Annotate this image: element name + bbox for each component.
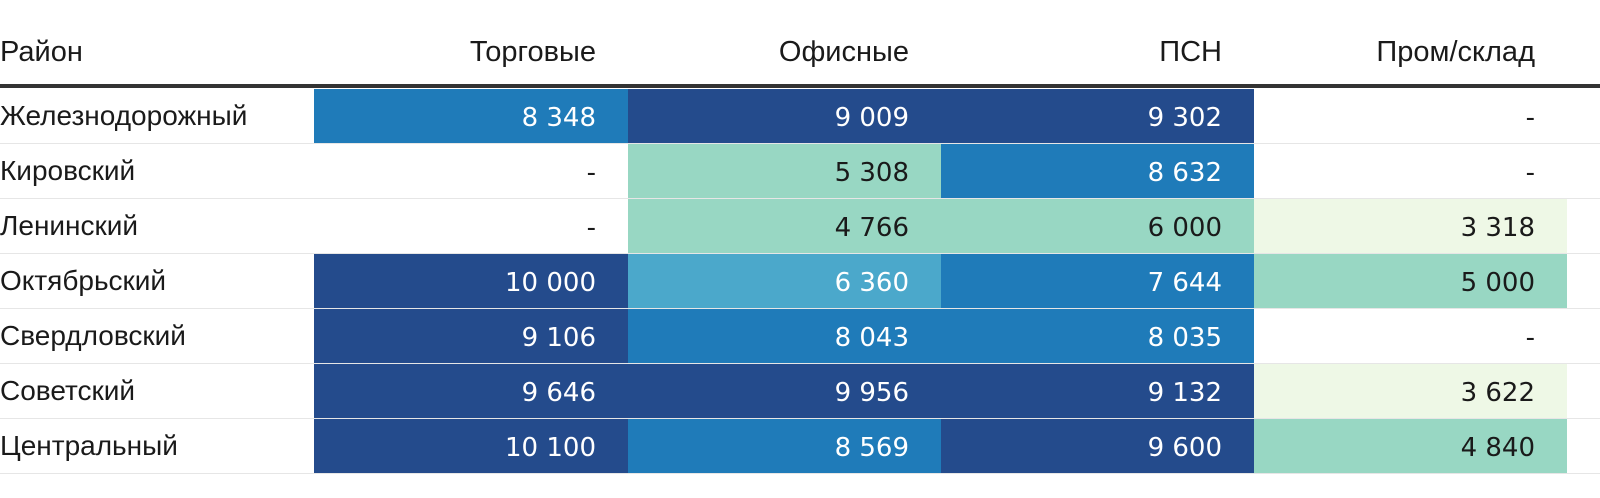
table-cell: 9 106 (314, 309, 628, 363)
table-cell: - (1254, 309, 1567, 363)
table-cell: - (1254, 144, 1567, 198)
table-cell: 8 632 (941, 144, 1254, 198)
column-header-district: Район (0, 36, 83, 68)
row-district-name: Октябрьский (0, 265, 167, 296)
table-cell: 5 308 (628, 144, 941, 198)
table-cell: 7 644 (941, 254, 1254, 308)
table-cell: 8 569 (628, 419, 941, 473)
table-cell: 9 646 (314, 364, 628, 418)
column-header-psn: ПСН (1159, 36, 1222, 68)
table-cell: 8 035 (941, 309, 1254, 363)
table-cell: 9 132 (941, 364, 1254, 418)
table-cell: 5 000 (1254, 254, 1567, 308)
table-cell: 3 318 (1254, 199, 1567, 253)
column-header-office: Офисные (778, 36, 909, 68)
table-cell: 10 100 (314, 419, 628, 473)
table-cell: 9 302 (941, 89, 1254, 143)
table-cell: 4 766 (628, 199, 941, 253)
column-header-retail: Торговые (469, 36, 596, 68)
table-cell: 3 622 (1254, 364, 1567, 418)
table-cell: 9 600 (941, 419, 1254, 473)
table-cell: 6 000 (941, 199, 1254, 253)
row-district-name: Кировский (0, 155, 136, 186)
table-cell: - (314, 144, 628, 198)
table-row: Центральный 10 100 8 569 9 600 4 840 (0, 419, 1600, 474)
table-cell: 8 043 (628, 309, 941, 363)
table-row: Ленинский -4 766 6 000 3 318 (0, 199, 1600, 254)
table-row: Советский 9 646 9 956 9 132 3 622 (0, 364, 1600, 419)
table-cell: - (1254, 89, 1567, 143)
table-row: Свердловский 9 106 8 043 8 035- (0, 309, 1600, 364)
row-district-name: Ленинский (0, 210, 139, 241)
table-cell: 6 360 (628, 254, 941, 308)
table-header: Район Торговые Офисные ПСН Пром/склад (0, 28, 1600, 88)
table-row: Октябрьский 10 000 6 360 7 644 5 000 (0, 254, 1600, 309)
table-cell: 9 009 (628, 89, 941, 143)
table-cell: 10 000 (314, 254, 628, 308)
row-district-name: Центральный (0, 430, 178, 461)
table-cell: 8 348 (314, 89, 628, 143)
table-row: Железнодорожный 8 348 9 009 9 302- (0, 89, 1600, 144)
row-district-name: Железнодорожный (0, 100, 248, 131)
table-row: Кировский -5 308 8 632- (0, 144, 1600, 199)
column-header-industrial: Пром/склад (1376, 36, 1535, 68)
row-district-name: Советский (0, 375, 136, 406)
table-cell: 4 840 (1254, 419, 1567, 473)
row-district-name: Свердловский (0, 320, 186, 351)
table-cell: 9 956 (628, 364, 941, 418)
table-cell: - (314, 199, 628, 253)
